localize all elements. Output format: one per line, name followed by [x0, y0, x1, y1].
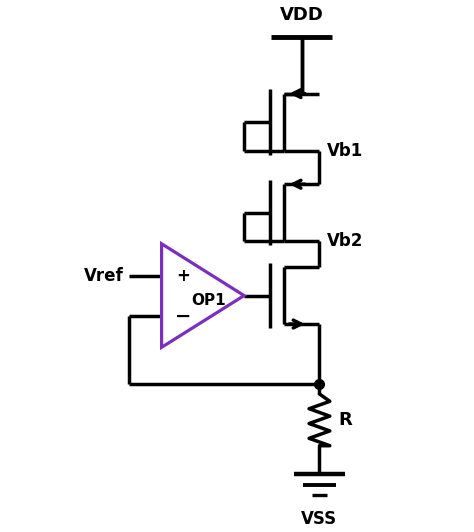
Text: OP1: OP1 [191, 293, 226, 308]
Text: +: + [176, 267, 190, 285]
Text: Vref: Vref [84, 267, 124, 285]
Text: −: − [174, 307, 191, 326]
Text: VSS: VSS [301, 510, 337, 528]
Text: Vb1: Vb1 [327, 142, 363, 160]
Text: VDD: VDD [280, 6, 324, 24]
Text: Vb2: Vb2 [327, 232, 363, 250]
Text: R: R [338, 411, 352, 429]
